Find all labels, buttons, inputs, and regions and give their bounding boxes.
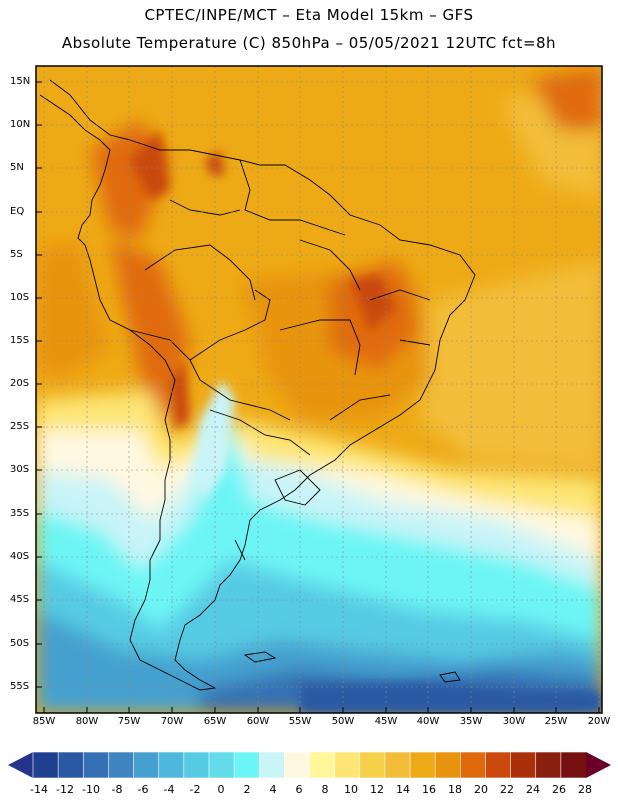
legend-swatch: [359, 751, 386, 779]
graticule: [36, 66, 602, 713]
lon-label: 65W: [203, 716, 227, 727]
legend-label: 12: [370, 783, 384, 796]
legend-swatch: [334, 751, 361, 779]
legend-label: -10: [82, 783, 100, 796]
legend-swatch: [133, 751, 160, 779]
lon-label: 35W: [459, 716, 483, 727]
lon-label: 20W: [587, 716, 611, 727]
legend-swatch: [208, 751, 235, 779]
legend-label: 18: [448, 783, 462, 796]
lon-label: 70W: [160, 716, 184, 727]
map-frame: [35, 65, 603, 714]
country-borders: [39, 79, 476, 691]
lon-label: 50W: [331, 716, 355, 727]
legend-label: 22: [500, 783, 514, 796]
legend-label: 4: [269, 783, 277, 796]
legend-label: 16: [422, 783, 436, 796]
legend-swatch: [158, 751, 185, 779]
chart-subtitle: Absolute Temperature (C) 850hPa – 05/05/…: [61, 34, 557, 52]
lon-label: 60W: [246, 716, 270, 727]
legend-swatch: [233, 751, 261, 779]
lat-label: 15S: [10, 335, 30, 346]
legend-label: -8: [111, 783, 123, 796]
legend-label: -14: [30, 783, 48, 796]
lat-label: EQ: [10, 206, 25, 217]
legend-label: -4: [163, 783, 175, 796]
lat-label: 50S: [10, 638, 30, 649]
legend-swatch: [460, 751, 487, 779]
lat-label: 10N: [10, 119, 31, 130]
legend-label: 0: [217, 783, 225, 796]
chart-title: CPTEC/INPE/MCT – Eta Model 15km – GFS: [144, 6, 474, 24]
lon-label: 55W: [288, 716, 312, 727]
color-legend: [8, 751, 611, 779]
legend-swatch: [510, 751, 537, 779]
legend-swatch: [32, 751, 59, 779]
lat-label: 5N: [10, 162, 24, 173]
legend-over-arrow: [586, 752, 611, 778]
lon-label: 85W: [32, 716, 56, 727]
legend-label: 26: [552, 783, 566, 796]
legend-label: 28: [578, 783, 592, 796]
lon-label: 25W: [544, 716, 568, 727]
legend-swatch: [485, 751, 512, 779]
temperature-field: [36, 66, 602, 713]
lat-label: 45S: [10, 594, 30, 605]
legend-label: 20: [474, 783, 488, 796]
lat-label: 35S: [10, 508, 30, 519]
legend-swatch: [108, 751, 135, 779]
legend-swatch: [82, 751, 110, 779]
lat-label: 40S: [10, 551, 30, 562]
lat-label: 5S: [10, 249, 23, 260]
lon-label: 80W: [75, 716, 99, 727]
legend-under-arrow: [8, 752, 33, 778]
legend-swatch: [384, 751, 411, 779]
legend-label: 6: [295, 783, 303, 796]
lon-label: 75W: [117, 716, 141, 727]
lat-label: 55S: [10, 681, 30, 692]
legend-label: 24: [526, 783, 540, 796]
legend-label: -2: [189, 783, 201, 796]
legend-swatch: [434, 751, 462, 779]
lat-label: 30S: [10, 464, 30, 475]
legend-swatch: [535, 751, 562, 779]
legend-swatch: [284, 751, 311, 779]
legend-swatch: [57, 751, 85, 779]
legend-swatch: [560, 751, 587, 779]
lon-label: 40W: [416, 716, 440, 727]
legend-label: 10: [344, 783, 358, 796]
legend-label: 8: [321, 783, 329, 796]
lat-label: 15N: [10, 76, 31, 87]
legend-label: 14: [396, 783, 410, 796]
lat-label: 10S: [10, 292, 30, 303]
lat-label: 25S: [10, 421, 30, 432]
lat-label: 20S: [10, 378, 30, 389]
legend-swatch: [409, 751, 436, 779]
legend-label: -12: [56, 783, 74, 796]
legend-swatch: [183, 751, 210, 779]
lon-label: 30W: [502, 716, 526, 727]
lon-label: 45W: [374, 716, 398, 727]
axis-ticks: [36, 81, 600, 713]
legend-label: 2: [243, 783, 251, 796]
legend-swatches: [32, 751, 587, 779]
legend-label: -6: [137, 783, 149, 796]
legend-swatch: [258, 751, 286, 779]
legend-swatch: [309, 751, 336, 779]
